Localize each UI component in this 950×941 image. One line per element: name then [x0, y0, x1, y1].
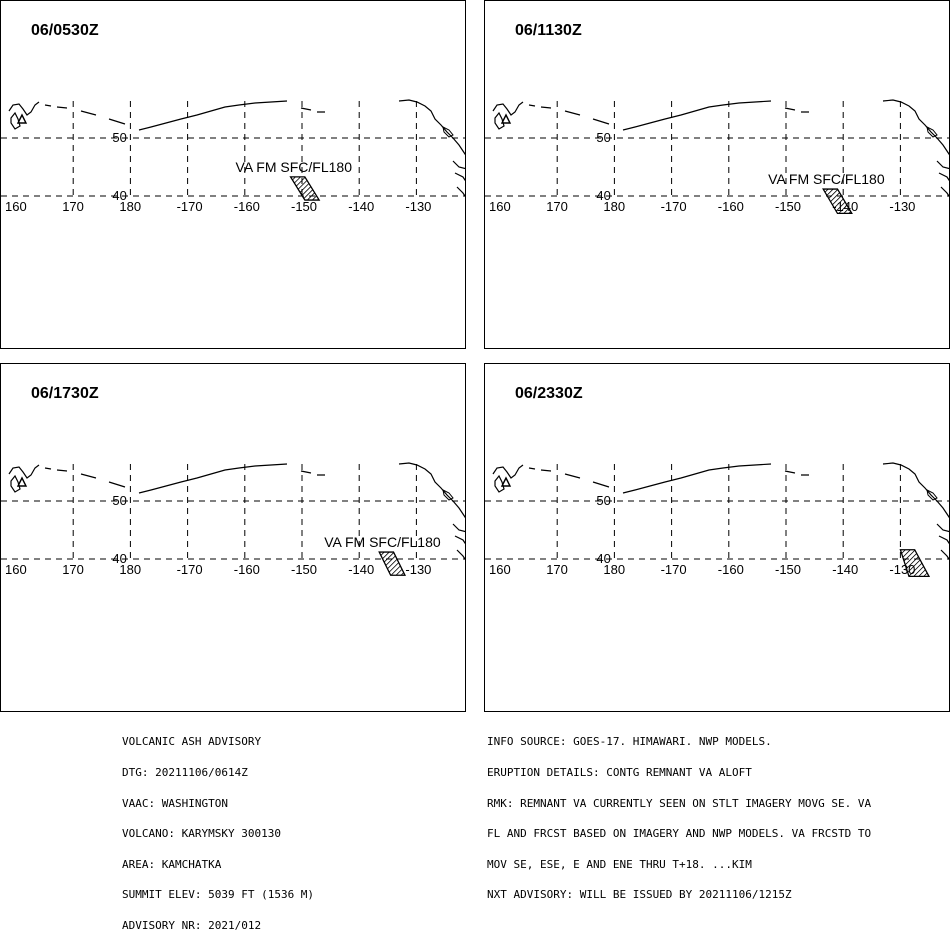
advisory-number: ADVISORY NR: 2021/012: [122, 918, 262, 932]
longitude-tick-label: -170: [177, 562, 203, 577]
panel-time-label: 06/1130Z: [515, 22, 582, 39]
volcano-triangle-icon: [16, 113, 28, 124]
ash-cloud-label: VA FM SFC/FL180: [236, 159, 353, 175]
panel-time-label: 06/1730Z: [31, 385, 99, 402]
map-canvas: 06/2330Z 160 170 180 -170 -160 -150 -140 -130 50 4…: [485, 385, 949, 578]
advisory-details-block: INFO SOURCE: GOES-17. HIMAWARI. NWP MODE…: [487, 717, 871, 911]
longitude-tick-label: 170: [62, 562, 84, 577]
longitude-tick-label: -130: [889, 562, 915, 577]
ash-cloud-polygon: [899, 549, 931, 578]
coastline-north: [8, 100, 325, 131]
longitude-tick-label: 160: [489, 562, 511, 577]
ash-cloud-polygon: [822, 188, 853, 215]
vancouver-island: [442, 489, 454, 501]
longitude-tick-label: 180: [119, 562, 141, 577]
vancouver-island: [926, 126, 938, 138]
vancouver-island: [442, 126, 454, 138]
map-canvas: 06/0530Z 160 170 180 -170 -160 -150 -140 -130 50 4…: [1, 22, 465, 214]
latitude-tick-label: 50: [112, 130, 126, 145]
latitude-tick-label: 50: [596, 493, 610, 508]
longitude-tick-label: -150: [291, 562, 317, 577]
advisory-next: NXT ADVISORY: WILL BE ISSUED BY 20211106…: [487, 888, 792, 902]
longitude-tick-label: -160: [718, 562, 744, 577]
latitude-tick-label: 40: [112, 188, 126, 203]
latitude-tick-label: 40: [596, 188, 610, 203]
longitude-tick-label: 180: [603, 562, 625, 577]
advisory-vaac: VAAC: WASHINGTON: [122, 796, 228, 810]
longitude-tick-label: 180: [119, 199, 141, 214]
ash-cloud-label: VA FM SFC/FL180: [768, 171, 885, 187]
coastline-north: [492, 100, 809, 131]
advisory-remarks-line-3: MOV SE, ESE, E AND ENE THRU T+18. ...KIM: [487, 857, 752, 871]
map-panel-0530z: 06/0530Z 160 170 180 -170 -160 -150 -140 -130 50 4…: [0, 0, 466, 349]
map-canvas: 06/1130Z160170180-170-160-150-140-130504…: [485, 22, 949, 215]
longitude-tick-label: 180: [603, 199, 625, 214]
longitude-tick-label: -170: [661, 199, 687, 214]
longitude-tick-label: 160: [489, 199, 511, 214]
kamchatka-coast: [494, 474, 505, 493]
longitude-tick-label: 170: [546, 199, 568, 214]
ash-cloud-polygon: [289, 176, 321, 201]
north-america-coast: [398, 99, 465, 198]
latitude-tick-label: 50: [596, 130, 610, 145]
longitude-tick-label: -170: [177, 199, 203, 214]
ash-cloud-label: VA FM SFC/FL180: [324, 534, 441, 550]
longitude-tick-label: -130: [405, 562, 431, 577]
north-america-coast: [398, 462, 465, 561]
longitude-tick-label: 170: [62, 199, 84, 214]
longitude-tick-label: -160: [718, 199, 744, 214]
vancouver-island: [926, 489, 938, 501]
longitude-tick-label: -140: [348, 199, 374, 214]
kamchatka-coast: [494, 111, 505, 130]
map-canvas: 06/1730Z 160 170 180 -170 -160 -150 -140 -130 50 4…: [1, 385, 465, 577]
longitude-tick-label: -130: [889, 199, 915, 214]
advisory-header-block: VOLCANIC ASH ADVISORY DTG: 20211106/0614…: [122, 717, 314, 941]
panel-time-label: 06/2330Z: [515, 385, 583, 402]
map-panel-2330z: 06/2330Z 160 170 180 -170 -160 -150 -140 -130 50 4…: [484, 363, 950, 712]
kamchatka-coast: [10, 474, 21, 493]
map-panel-1730z: 06/1730Z 160 170 180 -170 -160 -150 -140 -130 50 4…: [0, 363, 466, 712]
longitude-tick-label: -130: [405, 199, 431, 214]
longitude-tick-label: -150: [775, 562, 801, 577]
advisory-eruption-details: ERUPTION DETAILS: CONTG REMNANT VA ALOFT: [487, 766, 752, 779]
advisory-dtg: DTG: 20211106/0614Z: [122, 766, 248, 779]
volcano-triangle-icon: [500, 113, 512, 124]
advisory-title: VOLCANIC ASH ADVISORY: [122, 735, 262, 749]
advisory-volcano: VOLCANO: KARYMSKY 300130: [122, 827, 281, 841]
map-panel-1130z: 06/1130Z160170180-170-160-150-140-130504…: [484, 0, 950, 349]
longitude-tick-label: -160: [234, 199, 260, 214]
advisory-remarks-line-2: FL AND FRCST BASED ON IMAGERY AND NWP MO…: [487, 827, 872, 841]
longitude-tick-label: -150: [775, 199, 801, 214]
advisory-area: AREA: KAMCHATKA: [122, 857, 222, 871]
longitude-tick-label: 170: [546, 562, 568, 577]
north-america-coast: [882, 462, 949, 561]
latitude-tick-label: 40: [596, 551, 610, 566]
advisory-summit-elev: SUMMIT ELEV: 5039 FT (1536 M): [122, 888, 315, 902]
longitude-tick-label: -160: [234, 562, 260, 577]
longitude-tick-label: 160: [5, 562, 27, 577]
longitude-tick-label: -140: [348, 562, 374, 577]
latitude-tick-label: 40: [112, 551, 126, 566]
volcano-triangle-icon: [500, 476, 512, 487]
kamchatka-coast: [10, 111, 21, 130]
latitude-tick-label: 50: [112, 493, 126, 508]
north-america-coast: [882, 99, 949, 198]
longitude-tick-label: -150: [291, 199, 317, 214]
advisory-remarks-line-1: RMK: REMNANT VA CURRENTLY SEEN ON STLT I…: [487, 796, 872, 810]
ash-cloud-polygon: [378, 551, 407, 576]
longitude-tick-label: -170: [661, 562, 687, 577]
coastline-north: [8, 463, 325, 494]
volcano-triangle-icon: [16, 476, 28, 487]
longitude-tick-label: -140: [832, 562, 858, 577]
longitude-tick-label: 160: [5, 199, 27, 214]
panel-time-label: 06/0530Z: [31, 22, 99, 39]
advisory-info-source: INFO SOURCE: GOES-17. HIMAWARI. NWP MODE…: [487, 735, 772, 749]
coastline-north: [492, 463, 809, 494]
